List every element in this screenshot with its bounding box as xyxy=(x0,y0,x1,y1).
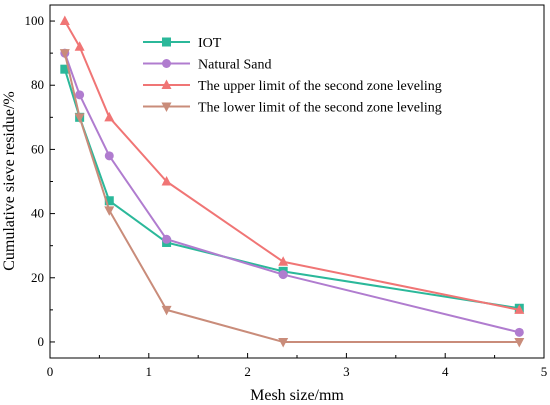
x-tick-label: 4 xyxy=(442,364,449,379)
x-tick-label: 1 xyxy=(146,364,153,379)
x-tick-label: 2 xyxy=(244,364,251,379)
data-point xyxy=(104,111,115,122)
legend-label: The upper limit of the second zone level… xyxy=(198,79,442,94)
legend-label: IOT xyxy=(198,36,222,51)
data-point xyxy=(514,304,525,314)
series-line xyxy=(63,52,520,334)
y-tick-label: 80 xyxy=(31,77,44,92)
data-point xyxy=(59,49,70,59)
data-point xyxy=(278,256,289,266)
y-axis-label: Cumulative sieve residue/% xyxy=(1,91,18,271)
series-1 xyxy=(60,48,524,337)
x-tick-label: 5 xyxy=(541,364,548,379)
data-point xyxy=(104,196,114,206)
y-tick-label: 60 xyxy=(31,141,44,156)
legend-item: The lower limit of the second zone level… xyxy=(143,101,442,116)
data-point xyxy=(514,327,524,337)
series-layer xyxy=(59,15,525,348)
legend-label: The lower limit of the second zone level… xyxy=(198,101,442,116)
y-tick-label: 20 xyxy=(31,270,44,285)
y-tick-label: 100 xyxy=(25,13,45,28)
legend-label: Natural Sand xyxy=(198,58,271,73)
data-point xyxy=(278,337,289,348)
data-point xyxy=(162,234,172,244)
data-point xyxy=(514,337,525,348)
legend-item: The upper limit of the second zone level… xyxy=(143,79,442,94)
data-point xyxy=(161,305,172,316)
y-tick-label: 0 xyxy=(38,334,45,349)
data-point xyxy=(278,270,288,280)
series-2 xyxy=(59,15,525,314)
data-point xyxy=(60,64,70,74)
series-line xyxy=(63,20,520,311)
data-point xyxy=(104,206,115,216)
data-point xyxy=(59,15,70,26)
legend-marker xyxy=(162,37,171,47)
legend-marker xyxy=(161,79,172,89)
legend: IOT Natural Sand The upper limit of the se… xyxy=(143,36,442,116)
series-line xyxy=(63,52,520,343)
data-point xyxy=(74,113,85,123)
data-point xyxy=(161,176,172,186)
legend-marker xyxy=(161,102,172,112)
legend-item: IOT xyxy=(143,36,222,51)
y-tick-label: 40 xyxy=(31,206,44,221)
plot-area xyxy=(49,4,545,359)
x-axis-label: Mesh size/mm xyxy=(250,387,344,404)
x-axis: 0 1 2 3 4 5 xyxy=(47,353,548,379)
series-3 xyxy=(59,49,525,348)
data-point xyxy=(104,151,114,161)
data-point xyxy=(74,41,85,51)
y-axis: 0 20 40 60 80 100 xyxy=(25,13,55,349)
legend-item: Natural Sand xyxy=(143,58,271,73)
x-tick-label: 0 xyxy=(47,364,54,379)
data-point xyxy=(75,90,85,100)
x-tick-label: 3 xyxy=(343,364,350,379)
legend-marker xyxy=(162,59,171,68)
